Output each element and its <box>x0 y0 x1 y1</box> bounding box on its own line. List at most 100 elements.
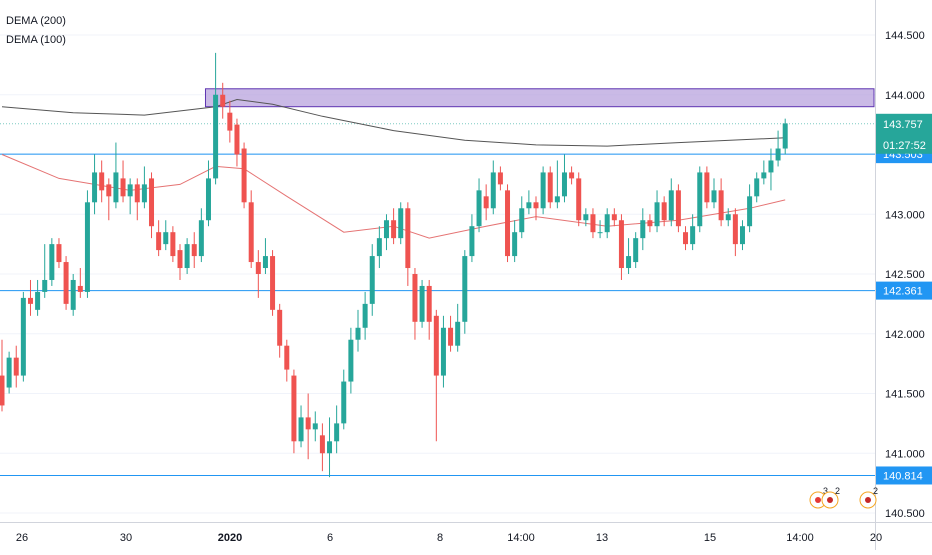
time-axis-tick: 14:00 <box>786 532 814 544</box>
candle-body <box>255 262 261 274</box>
time-axis-tick: 8 <box>437 532 443 544</box>
candle-body <box>113 172 119 203</box>
candle-body <box>241 148 247 203</box>
candle-body <box>0 375 5 406</box>
candle-body <box>99 172 105 191</box>
candle-body <box>227 112 233 131</box>
candle-body <box>376 238 382 257</box>
candle-body <box>519 208 525 233</box>
candle-body <box>711 190 717 203</box>
candle-body <box>13 357 19 376</box>
candle-body <box>334 423 340 442</box>
candle-body <box>383 220 389 239</box>
candle-body <box>533 202 539 209</box>
candle-body <box>526 202 532 209</box>
candle-body <box>661 202 667 221</box>
candle-body <box>220 94 226 107</box>
candle-body <box>106 184 112 197</box>
candle-body <box>448 327 454 346</box>
candle-body <box>668 190 674 221</box>
candle-body <box>213 94 219 179</box>
candle-body <box>633 238 639 263</box>
candle-body <box>398 208 404 239</box>
candle-body <box>277 309 283 346</box>
candle-body <box>540 172 546 209</box>
candle-body <box>391 220 397 239</box>
time-axis-tick: 2020 <box>218 532 242 544</box>
legend-dema200[interactable]: DEMA (200) <box>6 15 66 27</box>
candle-body <box>42 279 48 292</box>
candle-body <box>191 244 197 257</box>
price-axis-tick: 140.500 <box>885 508 925 520</box>
candle-body <box>505 190 511 257</box>
candle-body <box>569 172 575 179</box>
price-line-label-bg <box>876 466 932 485</box>
candle-body <box>547 172 553 203</box>
candle-body <box>747 196 753 227</box>
candle-body <box>369 256 375 304</box>
candle-body <box>590 214 596 233</box>
candle-body <box>754 178 760 197</box>
event-badge: 2 <box>873 486 878 496</box>
candle-body <box>234 124 240 155</box>
price-axis-tick: 142.000 <box>885 329 925 341</box>
candle-body <box>284 345 290 370</box>
time-axis-tick: 14:00 <box>507 532 535 544</box>
current-price-label: 143.757 <box>883 119 923 131</box>
candle-body <box>683 232 689 245</box>
resistance-zone <box>204 88 875 108</box>
candle-body <box>198 220 204 257</box>
candle-body <box>127 184 133 197</box>
candle-body <box>134 184 140 203</box>
candle-body <box>782 123 788 149</box>
event-badge: 2 <box>835 486 840 496</box>
price-line-label: 140.814 <box>883 470 923 482</box>
candle-body <box>412 274 418 322</box>
candle-body <box>270 256 276 310</box>
bar-countdown: 01:27:52 <box>883 140 926 152</box>
price-line-label-bg <box>876 281 932 300</box>
candle-body <box>177 250 183 269</box>
candle-body <box>156 232 162 251</box>
candle-body <box>476 190 482 227</box>
time-axis-tick: 15 <box>704 532 716 544</box>
price-axis-tick: 141.500 <box>885 389 925 401</box>
candle-body <box>739 226 745 245</box>
indicator-legend: DEMA (200) DEMA (100) <box>6 12 66 50</box>
event-badge: 3 <box>823 486 828 496</box>
candle-body <box>497 172 503 185</box>
candle-body <box>27 297 33 304</box>
candle-body <box>768 160 774 173</box>
candle-body <box>305 417 311 430</box>
price-line-label: 142.361 <box>883 286 923 298</box>
candle-body <box>341 381 347 424</box>
event-flag <box>865 497 871 503</box>
candle-body <box>70 279 76 310</box>
price-axis-tick: 144.000 <box>885 90 925 102</box>
candle-body <box>561 172 567 197</box>
price-axis-tick: 144.500 <box>885 30 925 42</box>
candle-body <box>291 375 297 442</box>
candle-body <box>483 196 489 209</box>
candle-body <box>626 256 632 269</box>
legend-dema100[interactable]: DEMA (100) <box>6 34 66 46</box>
candle-body <box>35 291 41 310</box>
price-axis-tick: 143.000 <box>885 209 925 221</box>
price-axis-tick: 142.500 <box>885 269 925 281</box>
candle-body <box>20 297 26 376</box>
candle-body <box>554 196 560 203</box>
candle-body <box>327 441 333 454</box>
candle-body <box>690 226 696 245</box>
candle-body <box>262 256 268 269</box>
candle-body <box>675 190 681 227</box>
candle-body <box>149 178 155 227</box>
candle-body <box>92 172 98 203</box>
candle-body <box>775 148 781 161</box>
candle-body <box>583 214 589 221</box>
candle-body <box>618 220 624 269</box>
time-axis-tick: 26 <box>16 532 28 544</box>
candle-body <box>576 178 582 221</box>
candle-body <box>761 172 767 179</box>
